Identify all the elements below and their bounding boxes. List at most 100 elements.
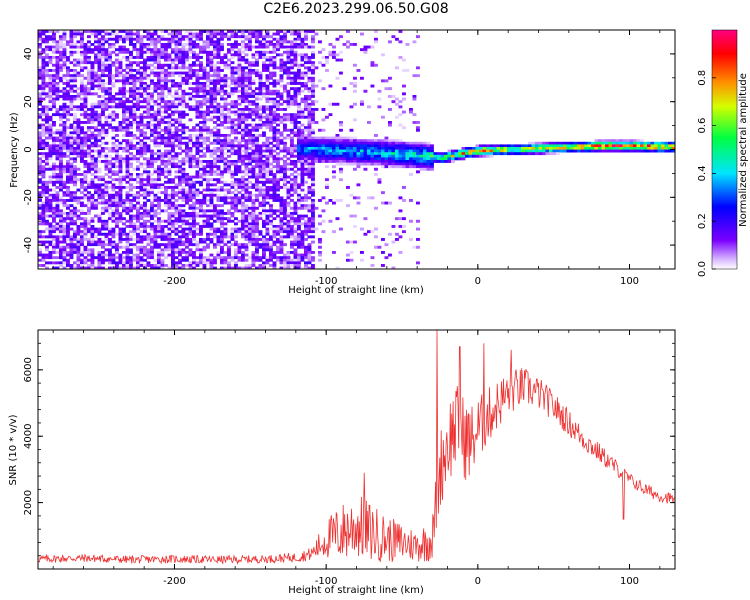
spectrogram-cell — [188, 253, 193, 257]
spectrogram-cell — [199, 209, 203, 213]
spectrogram-cell — [300, 53, 305, 57]
spectrogram-cell — [146, 212, 151, 215]
spectrogram-cell — [66, 162, 70, 166]
spectrogram-cell — [181, 209, 186, 213]
spectrogram-cell — [178, 134, 182, 137]
spectrogram-cell — [248, 162, 252, 166]
spectrogram-cell — [220, 97, 224, 101]
spectrogram-cell — [160, 238, 165, 241]
spectrogram-cell — [153, 32, 158, 36]
spectrogram-cell — [104, 258, 109, 262]
spectrogram-cell — [139, 141, 144, 145]
spectrogram-cell — [283, 89, 287, 93]
spectrogram-cell — [181, 71, 186, 75]
spectrogram-cell — [146, 37, 151, 41]
spectrogram-cell — [171, 178, 175, 182]
spectrogram-cell — [62, 201, 67, 205]
spectrogram-cell — [104, 56, 109, 59]
spectrogram-cell — [272, 115, 277, 119]
spectrogram-cell — [167, 136, 172, 140]
spectrogram-cell — [286, 214, 291, 218]
spectrogram-cell — [234, 66, 238, 70]
spectrogram-cell — [216, 154, 221, 158]
spectrogram-cell — [220, 139, 224, 143]
spectrogram-cell — [87, 167, 91, 171]
spectrogram-cell — [90, 121, 95, 124]
spectrogram-cell — [48, 100, 53, 104]
spectrogram-cell — [41, 191, 46, 195]
spectrogram-cell — [174, 261, 179, 265]
spectrogram-cell — [237, 79, 242, 83]
spectrogram-cell — [174, 118, 179, 122]
spectrogram-cell — [90, 50, 95, 54]
spectrogram-cell — [48, 253, 53, 257]
spectrogram-cell — [129, 238, 133, 241]
spectrogram-cell — [237, 43, 242, 46]
spectrogram-cell — [153, 71, 158, 75]
spectrogram-cell — [48, 201, 53, 205]
spectrogram-cell — [90, 167, 95, 171]
spectrogram-cell — [279, 175, 284, 179]
spectrogram-cell — [132, 43, 137, 46]
spectrogram-cell — [241, 79, 245, 83]
spectrogram-cell — [146, 209, 151, 213]
spectrogram-cell — [300, 115, 305, 119]
spectrogram-cell — [290, 167, 294, 171]
spectrogram-cell — [38, 76, 42, 80]
spectrogram-cell — [216, 196, 221, 200]
spectrogram-cell — [290, 141, 294, 145]
spectrogram-cell — [293, 178, 298, 182]
spectrogram-cell — [80, 264, 84, 267]
spectrogram-cell — [255, 115, 259, 119]
spectrogram-cell — [111, 76, 116, 80]
spectrogram-cell — [146, 45, 151, 49]
spectrogram-cell — [255, 240, 259, 244]
spectrogram-cell — [297, 253, 301, 257]
spectrogram-cell — [283, 147, 287, 150]
spectrogram-cell — [174, 212, 179, 215]
spectrogram-cell — [248, 63, 252, 67]
spectrogram-cell — [188, 92, 193, 96]
spectrogram-cell — [45, 123, 49, 127]
spectrogram-cell — [206, 219, 210, 223]
spectrogram-cell — [202, 121, 207, 124]
spectrogram-cell — [279, 76, 284, 80]
spectrogram-cell — [150, 201, 154, 205]
spectrogram-cell — [69, 217, 74, 221]
spectrogram-cell — [59, 225, 63, 228]
spectrogram-cell — [118, 266, 123, 269]
spectrogram-cell — [244, 266, 249, 269]
spectrogram-cell — [153, 110, 158, 114]
spectrogram-cell — [41, 118, 46, 122]
spectrogram-cell — [115, 154, 119, 158]
spectrogram-cell — [195, 134, 200, 137]
spectrogram-cell — [129, 209, 133, 213]
spectrogram-cell — [76, 105, 81, 109]
spectrogram-cell — [213, 45, 217, 49]
spectrogram-cell — [45, 84, 49, 88]
spectrogram-cell — [230, 219, 235, 223]
spectrogram-cell — [129, 154, 133, 158]
spectrogram-cell — [241, 204, 245, 208]
spectrogram-cell — [223, 100, 228, 104]
spectrogram-cell — [255, 219, 259, 223]
spectrogram-cell — [223, 261, 228, 265]
spectrogram-cell — [262, 212, 266, 215]
spectrogram-cell — [160, 183, 165, 187]
spectrogram-cell — [94, 35, 98, 39]
spectrogram-cell — [234, 264, 238, 267]
spectrogram-cell — [94, 227, 98, 231]
spectrogram-cell — [52, 105, 56, 109]
spectrogram-cell — [304, 162, 308, 166]
spectrogram-cell — [94, 160, 98, 163]
spectrogram-cell — [279, 118, 284, 122]
spectrogram-cell — [248, 227, 252, 231]
spectrogram-cell — [223, 160, 228, 163]
spectrogram-cell — [160, 134, 165, 137]
spectrogram-cell — [258, 191, 263, 195]
spectrogram-cell — [153, 258, 158, 262]
spectrogram-cell — [262, 110, 266, 114]
spectrogram-cell — [199, 105, 203, 109]
spectrogram-cell — [118, 162, 123, 166]
spectrogram-cell — [304, 100, 308, 104]
